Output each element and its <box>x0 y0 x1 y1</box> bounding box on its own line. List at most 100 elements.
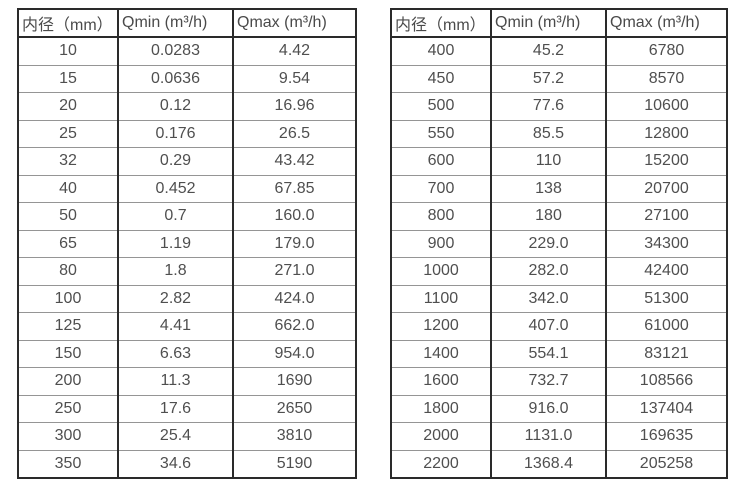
table-cell: 32 <box>17 147 118 175</box>
table-cell: 954.0 <box>232 339 357 368</box>
table-cell: 65 <box>17 229 118 258</box>
table-cell: 250 <box>17 394 118 423</box>
table-cell: 180 <box>490 202 606 230</box>
table-cell: 2000 <box>390 422 491 450</box>
table-cell: 108566 <box>605 367 728 395</box>
table-cell: 0.0636 <box>117 64 233 93</box>
table-cell: 9.54 <box>232 64 357 93</box>
table-cell: 160.0 <box>232 202 357 230</box>
table-cell: 554.1 <box>490 339 606 368</box>
table-cell: 138 <box>490 174 606 203</box>
table-row: 500 77.6 10600 <box>390 92 728 120</box>
table-cell: 169635 <box>605 422 728 450</box>
table-cell: 43.42 <box>232 147 357 175</box>
table-row: 2000 1131.0 169635 <box>390 422 728 450</box>
table-cell: 1690 <box>232 367 357 395</box>
table-row: 1400 554.1 83121 <box>390 339 728 368</box>
table-header-row: 内径（mm） Qmin (m³/h) Qmax (m³/h) <box>17 8 357 38</box>
table-row: 50 0.7 160.0 <box>17 202 357 230</box>
table-cell: 12800 <box>605 119 728 148</box>
table-cell: 1600 <box>390 367 491 395</box>
table-cell: 0.29 <box>117 147 233 175</box>
table-cell: 400 <box>390 37 491 65</box>
table-cell: 407.0 <box>490 312 606 340</box>
table-cell: 4.41 <box>117 312 233 340</box>
table-row: 80 1.8 271.0 <box>17 257 357 285</box>
table-cell: 229.0 <box>490 229 606 258</box>
table-row: 32 0.29 43.42 <box>17 147 357 175</box>
table-cell: 2.82 <box>117 284 233 313</box>
table-cell: 700 <box>390 174 491 203</box>
flow-range-table-large-diameters: 内径（mm） Qmin (m³/h) Qmax (m³/h) 400 45.2 67… <box>390 8 728 479</box>
table-cell: 10600 <box>605 92 728 120</box>
table-row: 250 17.6 2650 <box>17 394 357 423</box>
table-cell: 57.2 <box>490 64 606 93</box>
table-row: 65 1.19 179.0 <box>17 229 357 258</box>
col-header-inner-diameter: 内径（mm） <box>17 8 118 38</box>
table-row: 700 138 20700 <box>390 174 728 203</box>
table-cell: 450 <box>390 64 491 93</box>
table-cell: 1000 <box>390 257 491 285</box>
table-cell: 550 <box>390 119 491 148</box>
table-row: 150 6.63 954.0 <box>17 339 357 368</box>
table-row: 1200 407.0 61000 <box>390 312 728 340</box>
table-cell: 179.0 <box>232 229 357 258</box>
table-cell: 0.12 <box>117 92 233 120</box>
table-cell: 83121 <box>605 339 728 368</box>
col-header-qmax: Qmax (m³/h) <box>605 8 728 38</box>
table-cell: 1100 <box>390 284 491 313</box>
table-row: 2200 1368.4 205258 <box>390 449 728 479</box>
table-cell: 0.7 <box>117 202 233 230</box>
table-cell: 45.2 <box>490 37 606 65</box>
table-cell: 342.0 <box>490 284 606 313</box>
table-header-row: 内径（mm） Qmin (m³/h) Qmax (m³/h) <box>390 8 728 38</box>
flow-range-table-small-diameters: 内径（mm） Qmin (m³/h) Qmax (m³/h) 10 0.0283 4… <box>17 8 357 479</box>
table-cell: 42400 <box>605 257 728 285</box>
table-cell: 17.6 <box>117 394 233 423</box>
col-header-qmin: Qmin (m³/h) <box>117 8 233 38</box>
table-cell: 16.96 <box>232 92 357 120</box>
table-cell: 2200 <box>390 449 491 479</box>
table-body-large-diameters: 400 45.2 6780 450 57.2 8570 500 77.6 10600 550 85.… <box>390 37 728 479</box>
table-cell: 34.6 <box>117 449 233 479</box>
table-cell: 271.0 <box>232 257 357 285</box>
table-cell: 85.5 <box>490 119 606 148</box>
table-cell: 662.0 <box>232 312 357 340</box>
table-cell: 0.176 <box>117 119 233 148</box>
table-row: 15 0.0636 9.54 <box>17 64 357 93</box>
table-row: 125 4.41 662.0 <box>17 312 357 340</box>
table-cell: 1800 <box>390 394 491 423</box>
table-cell: 1.8 <box>117 257 233 285</box>
table-row: 550 85.5 12800 <box>390 119 728 148</box>
table-cell: 150 <box>17 339 118 368</box>
table-cell: 732.7 <box>490 367 606 395</box>
table-cell: 100 <box>17 284 118 313</box>
table-cell: 137404 <box>605 394 728 423</box>
table-header: 内径（mm） Qmin (m³/h) Qmax (m³/h) <box>17 8 357 38</box>
table-cell: 10 <box>17 37 118 65</box>
table-cell: 20700 <box>605 174 728 203</box>
table-cell: 11.3 <box>117 367 233 395</box>
table-cell: 600 <box>390 147 491 175</box>
table-cell: 51300 <box>605 284 728 313</box>
table-row: 600 110 15200 <box>390 147 728 175</box>
table-row: 1100 342.0 51300 <box>390 284 728 313</box>
table-row: 1800 916.0 137404 <box>390 394 728 423</box>
table-cell: 200 <box>17 367 118 395</box>
table-cell: 424.0 <box>232 284 357 313</box>
table-row: 1000 282.0 42400 <box>390 257 728 285</box>
table-cell: 2650 <box>232 394 357 423</box>
table-header: 内径（mm） Qmin (m³/h) Qmax (m³/h) <box>390 8 728 38</box>
table-cell: 205258 <box>605 449 728 479</box>
table-cell: 1.19 <box>117 229 233 258</box>
table-row: 40 0.452 67.85 <box>17 174 357 203</box>
table-cell: 300 <box>17 422 118 450</box>
table-cell: 15 <box>17 64 118 93</box>
col-header-qmax: Qmax (m³/h) <box>232 8 357 38</box>
table-cell: 1131.0 <box>490 422 606 450</box>
table-cell: 0.0283 <box>117 37 233 65</box>
table-cell: 6.63 <box>117 339 233 368</box>
table-cell: 5190 <box>232 449 357 479</box>
table-row: 900 229.0 34300 <box>390 229 728 258</box>
